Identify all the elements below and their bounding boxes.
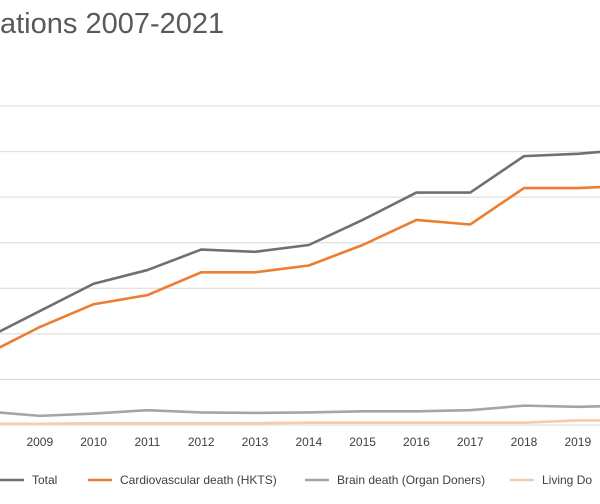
x-tick-label: 2015	[349, 435, 376, 449]
x-tick-label: 2019	[564, 435, 591, 449]
x-tick-label: 2011	[134, 435, 160, 449]
x-axis-ticks: 2009 2010 2011 2012 2013 2014 2015 2016 2017 2018…	[26, 435, 591, 449]
x-tick-label: 2014	[295, 435, 322, 449]
legend: Total Cardiovascular death (HKTS) Brain de…	[0, 473, 592, 487]
legend-label: Living Do	[542, 473, 592, 487]
series-line-living-do	[0, 419, 600, 426]
chart-title: ations 2007-2021	[0, 8, 224, 40]
gridlines	[0, 105, 600, 426]
x-tick-label: 2017	[457, 435, 484, 449]
x-tick-label: 2018	[511, 435, 538, 449]
series-line-cardiovascular-death-hkts	[0, 185, 600, 349]
x-tick-label: 2012	[188, 435, 215, 449]
series-line-brain-death-organ-doners	[0, 404, 600, 418]
legend-label: Cardiovascular death (HKTS)	[120, 473, 277, 487]
x-tick-label: 2010	[80, 435, 107, 449]
legend-label: Brain death (Organ Doners)	[337, 473, 485, 487]
x-tick-label: 2009	[26, 435, 53, 449]
x-tick-label: 2013	[242, 435, 269, 449]
series-line-total	[0, 150, 600, 333]
legend-label: Total	[32, 473, 57, 487]
series-lines	[0, 150, 600, 426]
x-tick-label: 2016	[403, 435, 430, 449]
